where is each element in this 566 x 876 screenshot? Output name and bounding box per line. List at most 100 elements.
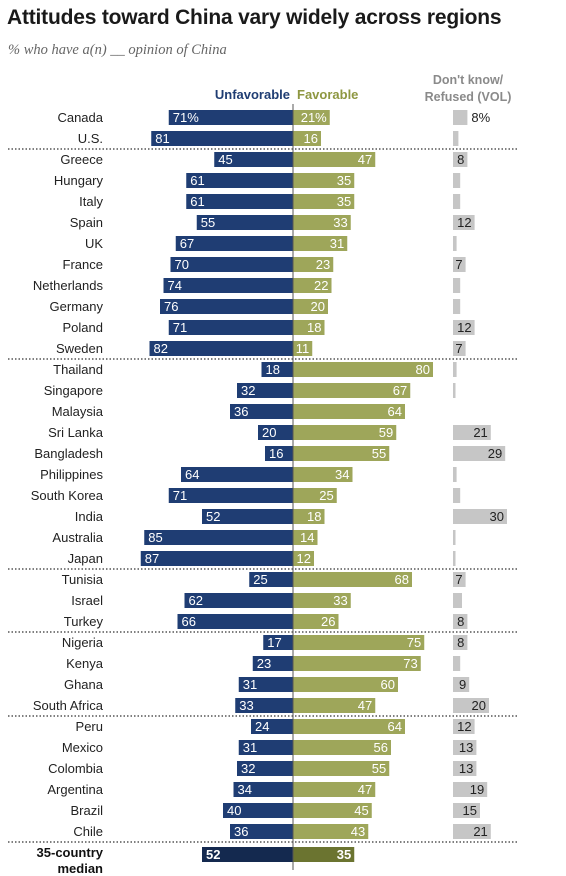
country-label-poland: Poland xyxy=(63,320,103,335)
chart-title: Attitudes toward China vary widely acros… xyxy=(7,6,502,29)
favorable-value-israel: 33 xyxy=(333,593,347,608)
country-label-hungary: Hungary xyxy=(54,173,104,188)
favorable-bar-sri-lanka xyxy=(293,425,397,440)
dontknow-bar-kenya xyxy=(453,656,461,671)
unfavorable-bar-turkey xyxy=(177,614,293,629)
unfavorable-value-colombia: 32 xyxy=(241,761,255,776)
favorable-value-india: 18 xyxy=(307,509,321,524)
unfavorable-bar-uk xyxy=(175,236,293,251)
favorable-bar-colombia xyxy=(293,761,390,776)
favorable-bar-israel xyxy=(293,593,351,608)
dontknow-bar-chile xyxy=(453,824,491,839)
favorable-value-peru: 64 xyxy=(388,719,402,734)
dontknow-value-ghana: 9 xyxy=(459,677,466,692)
unfavorable-bar-sri-lanka xyxy=(258,425,293,440)
favorable-bar-kenya xyxy=(293,656,421,671)
dontknow-bar-germany xyxy=(453,299,461,314)
favorable-value-turkey: 26 xyxy=(321,614,335,629)
unfavorable-value-argentina: 34 xyxy=(238,782,252,797)
country-label-japan: Japan xyxy=(68,551,103,566)
unfavorable-bar-bangladesh xyxy=(265,446,293,461)
dontknow-bar-poland xyxy=(453,320,475,335)
country-label-france: France xyxy=(63,257,103,272)
country-label-nigeria: Nigeria xyxy=(62,635,104,650)
dontknow-value-turkey: 8 xyxy=(457,614,464,629)
favorable-value-greece: 47 xyxy=(358,152,372,167)
legend-unfavorable: Unfavorable xyxy=(215,87,290,102)
dontknow-bar-hungary xyxy=(453,173,461,188)
unfavorable-value-sweden: 82 xyxy=(154,341,168,356)
favorable-value-colombia: 55 xyxy=(372,761,386,776)
unfavorable-bar-colombia xyxy=(237,761,293,776)
dontknow-value-mexico: 13 xyxy=(459,740,473,755)
favorable-value-malaysia: 64 xyxy=(388,404,402,419)
favorable-value-netherlands: 22 xyxy=(314,278,328,293)
dontknow-value-south-africa: 20 xyxy=(472,698,486,713)
unfavorable-value-mexico: 31 xyxy=(243,740,257,755)
country-label-malaysia: Malaysia xyxy=(52,404,104,419)
dontknow-bar-india xyxy=(453,509,507,524)
country-label-tunisia: Tunisia xyxy=(62,572,104,587)
country-label-israel: Israel xyxy=(71,593,103,608)
legend-dontknow-line2: Refused (VOL) xyxy=(425,90,512,104)
favorable-value-chile: 43 xyxy=(351,824,365,839)
dontknow-bar-philippines xyxy=(453,467,457,482)
median-label-line2: median xyxy=(57,861,103,876)
unfavorable-bar-peru xyxy=(251,719,293,734)
dontknow-value-bangladesh: 29 xyxy=(488,446,502,461)
dontknow-bar-bangladesh xyxy=(453,446,506,461)
country-label-italy: Italy xyxy=(79,194,103,209)
unfavorable-bar-u-s xyxy=(151,131,293,146)
dontknow-bar-france xyxy=(453,257,466,272)
favorable-value-poland: 18 xyxy=(307,320,321,335)
favorable-bar-germany xyxy=(293,299,328,314)
unfavorable-value-greece: 45 xyxy=(218,152,232,167)
favorable-value-france: 23 xyxy=(316,257,330,272)
unfavorable-value-u-s: 81 xyxy=(155,131,169,146)
unfavorable-value-malaysia: 36 xyxy=(234,404,248,419)
favorable-value-kenya: 73 xyxy=(403,656,417,671)
favorable-value-argentina: 47 xyxy=(358,782,372,797)
favorable-value-hungary: 35 xyxy=(337,173,351,188)
favorable-bar-singapore xyxy=(293,383,411,398)
unfavorable-value-philippines: 64 xyxy=(185,467,199,482)
unfavorable-value-ghana: 31 xyxy=(243,677,257,692)
favorable-bar-argentina xyxy=(293,782,376,797)
favorable-value-south-korea: 25 xyxy=(319,488,333,503)
unfavorable-value-south-africa: 33 xyxy=(239,698,253,713)
favorable-value-singapore: 67 xyxy=(393,383,407,398)
country-label-ghana: Ghana xyxy=(64,677,104,692)
country-label-greece: Greece xyxy=(60,152,103,167)
unfavorable-value-italy: 61 xyxy=(190,194,204,209)
unfavorable-value-spain: 55 xyxy=(201,215,215,230)
unfavorable-value-singapore: 32 xyxy=(241,383,255,398)
dontknow-bar-peru xyxy=(453,719,475,734)
favorable-bar-japan xyxy=(293,551,314,566)
dontknow-bar-israel xyxy=(453,593,462,608)
unfavorable-bar-ghana xyxy=(238,677,293,692)
favorable-value-nigeria: 75 xyxy=(407,635,421,650)
dontknow-value-sweden: 7 xyxy=(455,341,462,356)
country-label-sweden: Sweden xyxy=(56,341,103,356)
unfavorable-bar-philippines xyxy=(181,467,293,482)
unfavorable-bar-malaysia xyxy=(230,404,293,419)
dontknow-bar-brazil xyxy=(453,803,480,818)
country-label-kenya: Kenya xyxy=(66,656,104,671)
favorable-bar-poland xyxy=(293,320,325,335)
unfavorable-bar-australia xyxy=(144,530,293,545)
unfavorable-value-israel: 62 xyxy=(189,593,203,608)
dontknow-value-tunisia: 7 xyxy=(455,572,462,587)
unfavorable-value-kenya: 23 xyxy=(257,656,271,671)
dontknow-bar-south-korea xyxy=(453,488,461,503)
dontknow-bar-mexico xyxy=(453,740,477,755)
dontknow-value-spain: 12 xyxy=(457,215,471,230)
dontknow-bar-sweden xyxy=(453,341,466,356)
unfavorable-value-south-korea: 71 xyxy=(173,488,187,503)
dontknow-bar-canada xyxy=(453,110,468,125)
country-label-mexico: Mexico xyxy=(62,740,103,755)
dontknow-bar-uk xyxy=(453,236,457,251)
dontknow-bar-greece xyxy=(453,152,468,167)
favorable-bar-greece xyxy=(293,152,376,167)
country-label-south-korea: South Korea xyxy=(31,488,104,503)
dontknow-value-sri-lanka: 21 xyxy=(473,425,487,440)
